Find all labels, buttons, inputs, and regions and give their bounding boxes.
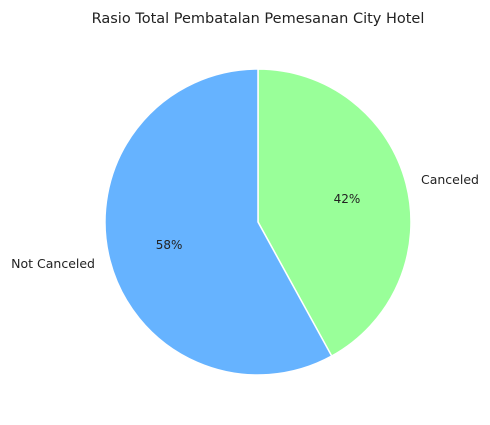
pie-slice-canceled	[257, 68, 412, 357]
pie-category-label: Not Canceled	[11, 256, 95, 271]
pie-labels: 42% Canceled 58% Not Canceled	[11, 172, 479, 271]
pie-pct-label: 58%	[156, 238, 183, 252]
chart-title: Rasio Total Pembatalan Pemesanan City Ho…	[92, 11, 425, 27]
pie-slices	[104, 68, 412, 376]
pie-category-label: Canceled	[421, 172, 479, 187]
pie-slice-not-canceled	[104, 68, 333, 376]
pie-pct-label: 42%	[334, 192, 361, 206]
